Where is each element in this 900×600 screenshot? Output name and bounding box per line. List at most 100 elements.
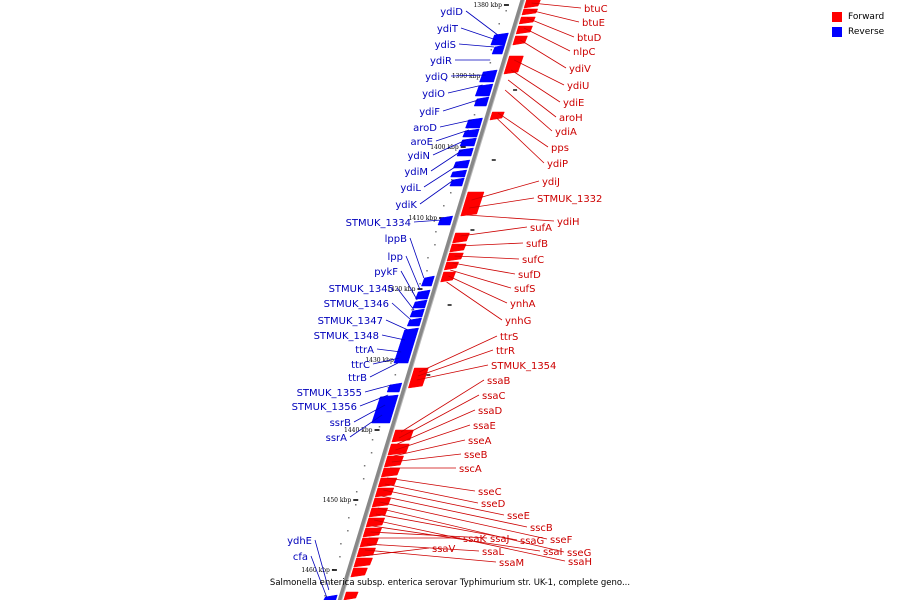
gene-label-connector bbox=[409, 237, 425, 279]
gene-label: ttrB bbox=[348, 373, 367, 384]
gene-label: lpp bbox=[388, 252, 403, 263]
gene-label-connector bbox=[452, 262, 516, 275]
ruler-dot bbox=[434, 244, 436, 246]
gene-label-connector bbox=[466, 214, 555, 222]
ruler-dot bbox=[443, 205, 445, 207]
gene-label-connector bbox=[419, 179, 454, 205]
gene-label: sseD bbox=[481, 499, 506, 510]
gene-label-connector bbox=[439, 119, 473, 128]
gene-label: btuD bbox=[577, 33, 602, 44]
ruler-dot bbox=[450, 192, 452, 194]
ruler-dot bbox=[339, 556, 341, 558]
gene-label: STMUK_1347 bbox=[318, 316, 383, 327]
reverse-gene bbox=[412, 299, 428, 309]
gene-label: STMUK_1348 bbox=[314, 331, 379, 342]
reverse-gene bbox=[409, 308, 425, 318]
forward-gene bbox=[449, 243, 467, 253]
gene-label-connector bbox=[364, 549, 497, 563]
gene-label: ssaK bbox=[463, 534, 487, 545]
gene-label: sseB bbox=[464, 450, 488, 461]
gene-label: ynhA bbox=[510, 299, 536, 310]
forward-gene bbox=[512, 35, 528, 46]
reverse-gene bbox=[406, 317, 423, 327]
reverse-gene bbox=[490, 32, 509, 46]
ruler-dot bbox=[473, 114, 476, 116]
gene-label: ydiA bbox=[555, 127, 577, 138]
ruler-tick-label: 1450 kbp bbox=[323, 497, 352, 504]
ruler-dot bbox=[355, 491, 358, 493]
forward-gene bbox=[377, 477, 398, 488]
gene-label: pps bbox=[551, 143, 569, 154]
ruler-tick-label: 1390 kbp bbox=[452, 73, 481, 80]
gene-label: pykF bbox=[374, 267, 398, 278]
gene-label-connector bbox=[448, 275, 508, 304]
reverse-gene bbox=[421, 275, 435, 287]
gene-label-connector bbox=[396, 287, 415, 311]
gene-label-connector bbox=[514, 59, 565, 86]
gene-label: ssaJ bbox=[490, 534, 510, 545]
gene-label: aroE bbox=[411, 137, 433, 148]
gene-label: ttrS bbox=[500, 332, 518, 343]
legend-reverse-label: Reverse bbox=[848, 26, 885, 37]
ruler-dot bbox=[490, 49, 493, 51]
gene-label-connector bbox=[460, 226, 528, 237]
gene-label-connector bbox=[504, 89, 553, 132]
ruler-dot bbox=[505, 10, 507, 12]
ruler-dot bbox=[426, 270, 428, 272]
gene-label: sufC bbox=[522, 255, 544, 266]
gene-label: sseE bbox=[507, 511, 530, 522]
gene-label-connector bbox=[353, 404, 386, 423]
gene-label-connector bbox=[454, 255, 520, 260]
gene-label-connector bbox=[520, 39, 567, 69]
gene-label-connector bbox=[432, 139, 467, 156]
gene-label-connector bbox=[469, 197, 535, 209]
gene-label: ssaD bbox=[478, 406, 503, 417]
gene-label: STMUK_1332 bbox=[537, 194, 602, 205]
ruler-dot bbox=[387, 387, 390, 389]
gene-label-connector bbox=[465, 10, 499, 36]
gene-label-connector bbox=[379, 501, 548, 540]
ruler-dot bbox=[411, 309, 413, 311]
ruler-tick-label: 1440 kbp bbox=[344, 427, 373, 434]
gene-label-connector bbox=[460, 27, 497, 41]
gene-label: ydiF bbox=[419, 107, 440, 118]
gene-label: STMUK_1355 bbox=[297, 388, 362, 399]
forward-gene bbox=[343, 591, 359, 600]
gene-label: ssaM bbox=[499, 558, 524, 569]
gene-label-connector bbox=[386, 477, 476, 492]
forward-gene bbox=[523, 0, 541, 9]
reverse-gene bbox=[491, 44, 506, 55]
genome-caption: Salmonella enterica subsp. enterica sero… bbox=[269, 578, 631, 588]
gene-label: ydiM bbox=[404, 167, 428, 178]
gene-label: ssaV bbox=[432, 544, 456, 555]
reverse-gene bbox=[479, 69, 498, 83]
gene-label-connector bbox=[413, 219, 442, 223]
gene-label: btuE bbox=[582, 18, 605, 29]
gene-label-connector bbox=[510, 69, 561, 103]
gene-label-connector bbox=[507, 79, 557, 118]
gene-label: sseF bbox=[550, 535, 573, 546]
gene-label-connector bbox=[370, 531, 488, 539]
gene-label-connector bbox=[435, 129, 470, 142]
gene-label: ydiP bbox=[547, 159, 568, 170]
gene-label-connector bbox=[397, 409, 476, 445]
gene-label-connector bbox=[423, 164, 459, 188]
ruler-dot bbox=[347, 530, 349, 532]
reverse-gene bbox=[462, 128, 480, 138]
gene-label-connector bbox=[369, 362, 399, 378]
gene-label: ttrR bbox=[496, 346, 515, 357]
gene-label-connector bbox=[349, 414, 383, 438]
gene-label-connector bbox=[471, 180, 540, 201]
reverse-gene bbox=[474, 83, 494, 97]
gene-label-connector bbox=[457, 242, 524, 247]
gene-label: STMUK_1345 bbox=[329, 284, 394, 295]
gene-label-connector bbox=[395, 424, 471, 451]
genome-backbone bbox=[337, 0, 525, 600]
gene-label-connector bbox=[359, 394, 389, 407]
gene-label-connector bbox=[531, 2, 582, 9]
gene-label-connector bbox=[372, 525, 541, 552]
gene-label-connector bbox=[391, 302, 412, 321]
ruler-dot bbox=[371, 439, 374, 441]
gene-label: ssrB bbox=[330, 418, 352, 429]
gene-label: ydiH bbox=[557, 217, 580, 228]
